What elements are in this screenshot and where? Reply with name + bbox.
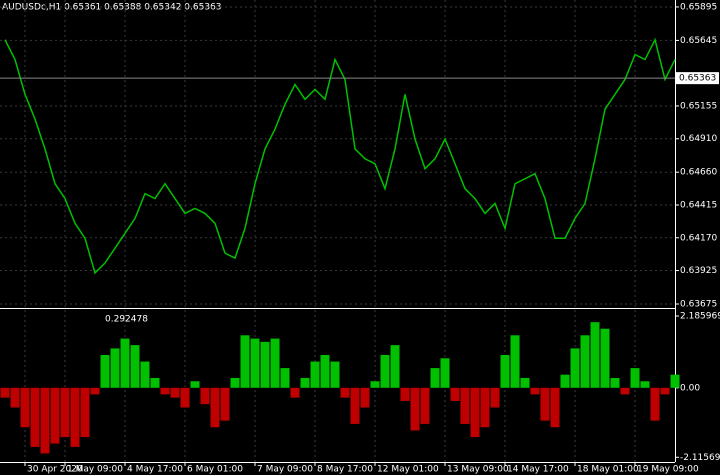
histogram-bar — [640, 381, 650, 388]
y-tick-label: 0.65155 — [680, 101, 717, 111]
histogram-bar — [230, 377, 240, 388]
histogram-bar — [100, 354, 110, 388]
histogram-bar — [340, 387, 350, 398]
histogram-bar — [460, 387, 470, 424]
histogram-bar — [390, 345, 400, 388]
histogram-bar — [130, 345, 140, 388]
histogram-bar — [250, 338, 260, 388]
histogram-bar — [220, 387, 230, 421]
x-tick-label: 6 May 01:00 — [187, 465, 243, 475]
histogram-bar — [430, 368, 440, 388]
histogram-bar — [80, 387, 90, 438]
histogram-bar — [490, 387, 500, 408]
histogram-bar — [120, 338, 130, 388]
histogram-bar — [410, 387, 420, 431]
x-tick-label: 12 May 01:00 — [377, 465, 439, 475]
y-tick-label: 0.64415 — [680, 200, 717, 210]
histogram-bar — [310, 361, 320, 388]
histogram-bar — [610, 377, 620, 388]
x-tick-label: 1 May 09:00 — [67, 465, 123, 475]
histogram-bar — [560, 374, 570, 388]
y-tick-label: 0.64910 — [680, 134, 717, 144]
histogram-bar — [290, 387, 300, 398]
x-tick-label: 4 May 17:00 — [127, 465, 183, 475]
histogram-bar — [190, 381, 200, 388]
histogram-bar — [210, 387, 220, 428]
histogram-bar — [530, 387, 540, 395]
histogram-bar — [10, 387, 20, 408]
y-tick-label: 0.63675 — [680, 299, 717, 309]
histogram-bar — [450, 387, 460, 401]
histogram-bar — [300, 377, 310, 388]
histogram-bar — [60, 387, 70, 438]
histogram-bar — [360, 387, 370, 408]
histogram-bar — [170, 387, 180, 398]
last-price-box — [676, 72, 719, 85]
histogram-bar — [620, 387, 630, 395]
y-tick-label: -2.115691 — [680, 453, 720, 463]
histogram-bar — [400, 387, 410, 401]
histogram-bar — [670, 374, 680, 388]
y-tick-label: 2.185969 — [680, 312, 720, 322]
x-tick-label: 19 May 09:00 — [637, 465, 699, 475]
histogram-bar — [540, 387, 550, 421]
histogram-bar — [480, 387, 490, 428]
y-tick-label: 0.65645 — [680, 36, 717, 46]
histogram-bar — [380, 354, 390, 388]
histogram-bar — [660, 387, 670, 395]
histogram-bar — [40, 387, 50, 454]
histogram-bar — [320, 354, 330, 388]
histogram-bar — [110, 348, 120, 388]
x-tick-label: 18 May 01:00 — [577, 465, 639, 475]
histogram-bar — [20, 387, 30, 428]
price-line — [4, 37, 676, 275]
histogram-bar — [90, 387, 100, 395]
histogram-bar — [630, 368, 640, 388]
histogram-bar — [550, 387, 560, 428]
histogram-bar — [350, 387, 360, 424]
histogram-bar — [650, 387, 660, 421]
x-tick-label: 7 May 09:00 — [257, 465, 313, 475]
x-tick-label: 30 Apr 2020 — [27, 465, 83, 475]
y-tick-label: 0.64660 — [680, 168, 717, 178]
histogram-bar — [0, 387, 10, 398]
histogram-bar — [30, 387, 40, 447]
histogram-bar — [200, 387, 210, 405]
histogram-bar — [500, 354, 510, 388]
histogram-bar — [570, 348, 580, 388]
histogram-bar — [50, 387, 60, 444]
histogram-bar — [240, 335, 250, 388]
y-tick-label: 0.00 — [680, 383, 700, 393]
histogram-bar — [140, 361, 150, 388]
histogram-bar — [520, 377, 530, 388]
histogram-bar — [510, 335, 520, 388]
histogram-bar — [160, 387, 170, 395]
indicator-value: 0.292478 — [105, 315, 148, 325]
last-price-label: 0.65363 — [679, 74, 716, 84]
chart-title: AUDUSDc,H1 0.65361 0.65388 0.65342 0.653… — [2, 3, 222, 13]
y-tick-label: 0.63925 — [680, 266, 717, 276]
histogram-bar — [260, 341, 270, 388]
histogram-bar — [590, 322, 600, 388]
x-tick-label: 8 May 17:00 — [317, 465, 373, 475]
histogram-bar — [470, 387, 480, 438]
y-tick-label: 0.64170 — [680, 233, 717, 243]
x-tick-label: 14 May 17:00 — [507, 465, 569, 475]
histogram-bar — [330, 361, 340, 388]
histogram-bar — [420, 387, 430, 424]
histogram-bar — [580, 335, 590, 388]
histogram-bar — [600, 328, 610, 388]
histogram-bar — [370, 381, 380, 388]
histogram-bar — [180, 387, 190, 408]
histogram-bar — [280, 368, 290, 388]
histogram-bar — [150, 377, 160, 388]
y-tick-label: 0.65895 — [680, 2, 717, 12]
histogram-bar — [70, 387, 80, 447]
x-tick-label: 13 May 09:00 — [447, 465, 509, 475]
histogram-bar — [270, 338, 280, 388]
histogram-bar — [440, 358, 450, 388]
